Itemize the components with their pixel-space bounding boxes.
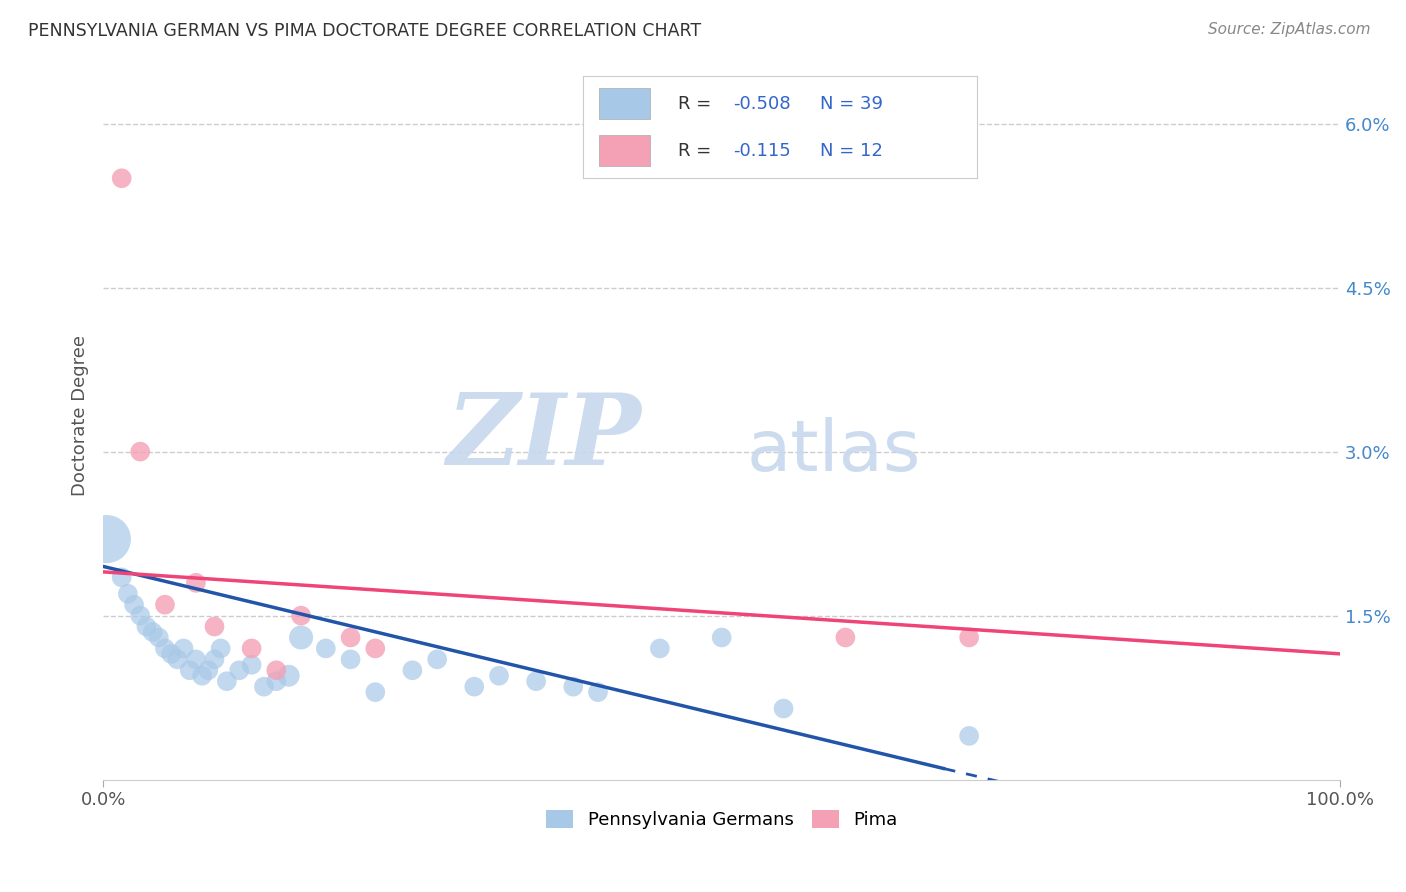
- Point: [142, 625, 165, 640]
- Point: [96, 532, 118, 546]
- Y-axis label: Doctorate Degree: Doctorate Degree: [72, 334, 89, 496]
- Point: [209, 641, 232, 656]
- Point: [524, 674, 547, 689]
- Point: [401, 663, 423, 677]
- Point: [197, 663, 219, 677]
- Text: N = 12: N = 12: [820, 142, 883, 160]
- Point: [240, 657, 263, 672]
- Point: [240, 641, 263, 656]
- Text: -0.508: -0.508: [733, 95, 790, 112]
- Point: [191, 669, 214, 683]
- Point: [153, 598, 176, 612]
- Point: [204, 619, 226, 633]
- Point: [179, 663, 201, 677]
- FancyBboxPatch shape: [599, 136, 651, 166]
- Point: [228, 663, 250, 677]
- Text: ZIP: ZIP: [446, 389, 641, 485]
- Point: [184, 575, 207, 590]
- Point: [253, 680, 276, 694]
- Point: [184, 652, 207, 666]
- Legend: Pennsylvania Germans, Pima: Pennsylvania Germans, Pima: [538, 803, 904, 836]
- Point: [339, 631, 361, 645]
- Point: [204, 652, 226, 666]
- Text: atlas: atlas: [747, 417, 921, 486]
- Point: [153, 641, 176, 656]
- Point: [266, 674, 288, 689]
- Text: R =: R =: [678, 142, 717, 160]
- Point: [135, 619, 157, 633]
- Point: [339, 652, 361, 666]
- Point: [364, 641, 387, 656]
- Text: R =: R =: [678, 95, 717, 112]
- Point: [148, 631, 170, 645]
- Point: [111, 570, 134, 584]
- Point: [215, 674, 238, 689]
- Point: [129, 444, 152, 458]
- Point: [364, 685, 387, 699]
- Point: [277, 669, 299, 683]
- Text: Source: ZipAtlas.com: Source: ZipAtlas.com: [1208, 22, 1371, 37]
- Point: [488, 669, 510, 683]
- Point: [834, 631, 856, 645]
- Point: [117, 587, 139, 601]
- Point: [111, 171, 134, 186]
- Point: [122, 598, 145, 612]
- FancyBboxPatch shape: [599, 88, 651, 119]
- Point: [266, 663, 288, 677]
- Point: [173, 641, 195, 656]
- Point: [166, 652, 188, 666]
- Point: [648, 641, 671, 656]
- Point: [562, 680, 585, 694]
- Point: [160, 647, 183, 661]
- Text: -0.115: -0.115: [733, 142, 790, 160]
- Text: N = 39: N = 39: [820, 95, 883, 112]
- Point: [290, 608, 312, 623]
- Point: [957, 631, 980, 645]
- Point: [463, 680, 485, 694]
- Point: [129, 608, 152, 623]
- Point: [710, 631, 733, 645]
- Point: [290, 631, 312, 645]
- Point: [586, 685, 609, 699]
- Point: [426, 652, 449, 666]
- Point: [315, 641, 337, 656]
- Point: [772, 701, 794, 715]
- Point: [957, 729, 980, 743]
- Text: PENNSYLVANIA GERMAN VS PIMA DOCTORATE DEGREE CORRELATION CHART: PENNSYLVANIA GERMAN VS PIMA DOCTORATE DE…: [28, 22, 702, 40]
